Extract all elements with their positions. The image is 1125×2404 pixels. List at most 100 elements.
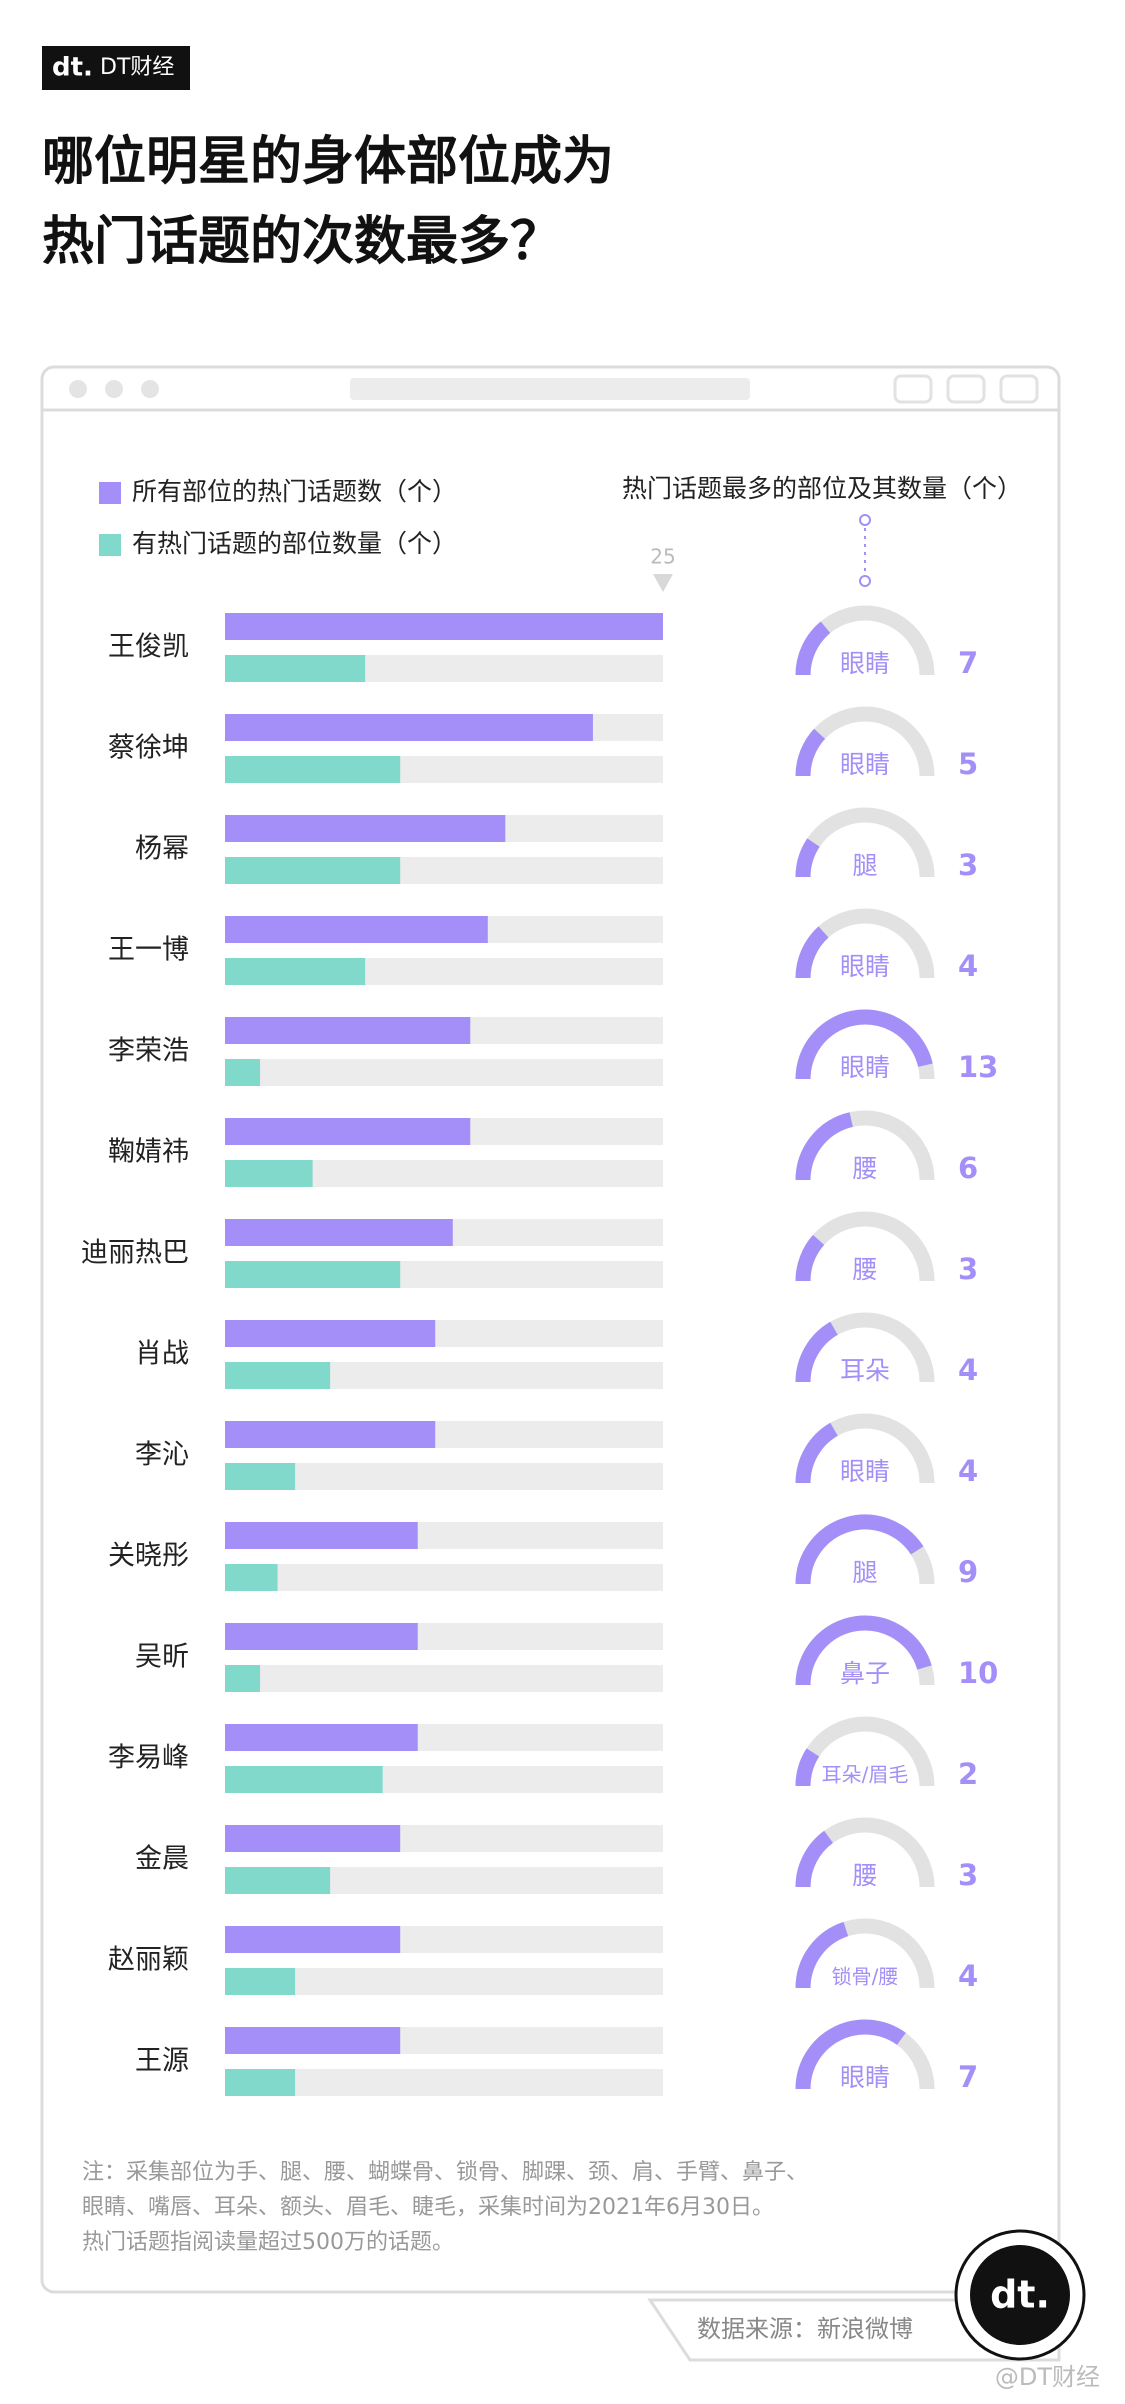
- bar: [225, 1421, 436, 1448]
- gauge-part: 锁骨/腰: [832, 1965, 899, 1989]
- bar: [225, 1564, 278, 1591]
- category-label: 关晓彤: [108, 1541, 189, 1572]
- gauge-part: 腰: [852, 1154, 877, 1183]
- brand-name: DT财经: [100, 55, 174, 80]
- gauge-count: 13: [958, 1050, 998, 1084]
- gauge-count: 9: [958, 1555, 978, 1589]
- gauge-arc: [795, 926, 829, 979]
- category-label: 金晨: [135, 1844, 189, 1875]
- brand-badge: [42, 46, 190, 90]
- bar: [225, 1261, 401, 1288]
- gauge-part: 眼睛: [840, 750, 890, 779]
- category-label: 王源: [135, 2046, 189, 2077]
- bar: [225, 756, 401, 783]
- gauge-part: 眼睛: [840, 2063, 890, 2092]
- gauge-count: 4: [958, 949, 978, 983]
- bar: [225, 1825, 401, 1852]
- category-label: 杨幂: [135, 834, 189, 865]
- gauge-arc: [795, 1321, 839, 1383]
- gauge-count: 10: [958, 1656, 998, 1690]
- gauge-part: 眼睛: [840, 1053, 890, 1082]
- bar: [225, 1623, 418, 1650]
- category-label: 赵丽颖: [108, 1945, 189, 1976]
- gauge-count: 7: [958, 646, 978, 680]
- category-label: 肖战: [135, 1339, 189, 1370]
- gauge-part: 眼睛: [840, 649, 890, 678]
- gauge-count: 4: [958, 1353, 978, 1387]
- gauge-part: 鼻子: [840, 1659, 890, 1688]
- gauge-part: 腰: [852, 1861, 877, 1890]
- watermark: @DT财经: [995, 2363, 1100, 2391]
- brand-logo: dt.: [52, 53, 93, 83]
- gauge-count: 7: [958, 2060, 978, 2094]
- bar-track: [225, 1463, 663, 1490]
- gauge-part: 耳朵: [840, 1356, 890, 1385]
- gauge-count: 4: [958, 1959, 978, 1993]
- bar: [225, 1160, 313, 1187]
- gauge-count: 2: [958, 1757, 978, 1791]
- gauge-arc: [795, 621, 831, 676]
- x-tick-mark: [653, 574, 673, 592]
- bar: [225, 1665, 261, 1692]
- connector-dot: [859, 514, 871, 526]
- gauge-arc: [795, 838, 820, 878]
- logo-text: dt.: [990, 2273, 1050, 2317]
- bar: [225, 1362, 331, 1389]
- category-label: 蔡徐坤: [108, 733, 189, 764]
- gauge-count: 3: [958, 1858, 978, 1892]
- footnote: 热门话题指阅读量超过500万的话题。: [82, 2230, 454, 2255]
- bar: [225, 857, 401, 884]
- legend-label: 所有部位的热门话题数（个）: [132, 477, 457, 506]
- category-label: 李荣浩: [108, 1036, 189, 1067]
- source-tab: [647, 2298, 1061, 2362]
- gauge-arc: [795, 1234, 825, 1282]
- gauge-header: 热门话题最多的部位及其数量（个）: [622, 474, 1022, 503]
- toolbar-icon: [999, 374, 1039, 404]
- toolbar-icon: [946, 374, 986, 404]
- bar: [225, 1724, 418, 1751]
- window-button: [69, 380, 87, 398]
- gauge-arc: [795, 1112, 854, 1181]
- bar: [225, 1968, 296, 1995]
- category-label: 李沁: [135, 1440, 189, 1471]
- bar: [225, 815, 506, 842]
- gauge-part: 耳朵/眉毛: [822, 1763, 909, 1787]
- x-tick-label: 25: [650, 545, 675, 569]
- toolbar-icon: [893, 374, 933, 404]
- bar: [225, 1059, 261, 1086]
- category-label: 吴昕: [135, 1642, 189, 1673]
- gauge-count: 4: [958, 1454, 978, 1488]
- bar: [225, 1522, 418, 1549]
- gauge-part: 眼睛: [840, 952, 890, 981]
- gauge-part: 眼睛: [840, 1457, 890, 1486]
- category-label: 王一博: [108, 935, 189, 966]
- bar: [225, 714, 593, 741]
- connector-dot: [859, 575, 871, 587]
- category-label: 王俊凯: [108, 632, 189, 663]
- title-line: 哪位明星的身体部位成为: [42, 132, 614, 192]
- gauge-count: 5: [958, 747, 978, 781]
- bar: [225, 1867, 331, 1894]
- gauge-arc: [795, 1830, 834, 1888]
- category-label: 李易峰: [108, 1743, 189, 1774]
- gauge-part: 腿: [852, 1558, 877, 1587]
- bar: [225, 613, 663, 640]
- footnote: 注：采集部位为手、腿、腰、蝴蝶骨、锁骨、脚踝、颈、肩、手臂、鼻子、: [82, 2160, 808, 2185]
- gauge-arc: [795, 1615, 932, 1686]
- gauge-part: 腿: [852, 851, 877, 880]
- bar: [225, 958, 366, 985]
- bar: [225, 1320, 436, 1347]
- bar: [225, 655, 366, 682]
- bar-track: [225, 1665, 663, 1692]
- gauge-part: 腰: [852, 1255, 877, 1284]
- gauge-count: 6: [958, 1151, 978, 1185]
- gauge-arc: [795, 728, 826, 777]
- gauge-arc: [795, 1921, 849, 1989]
- bar: [225, 1766, 383, 1793]
- gauge-arc: [795, 1514, 924, 1585]
- bar-track: [225, 1968, 663, 1995]
- bar-track: [225, 1564, 663, 1591]
- gauge-count: 3: [958, 848, 978, 882]
